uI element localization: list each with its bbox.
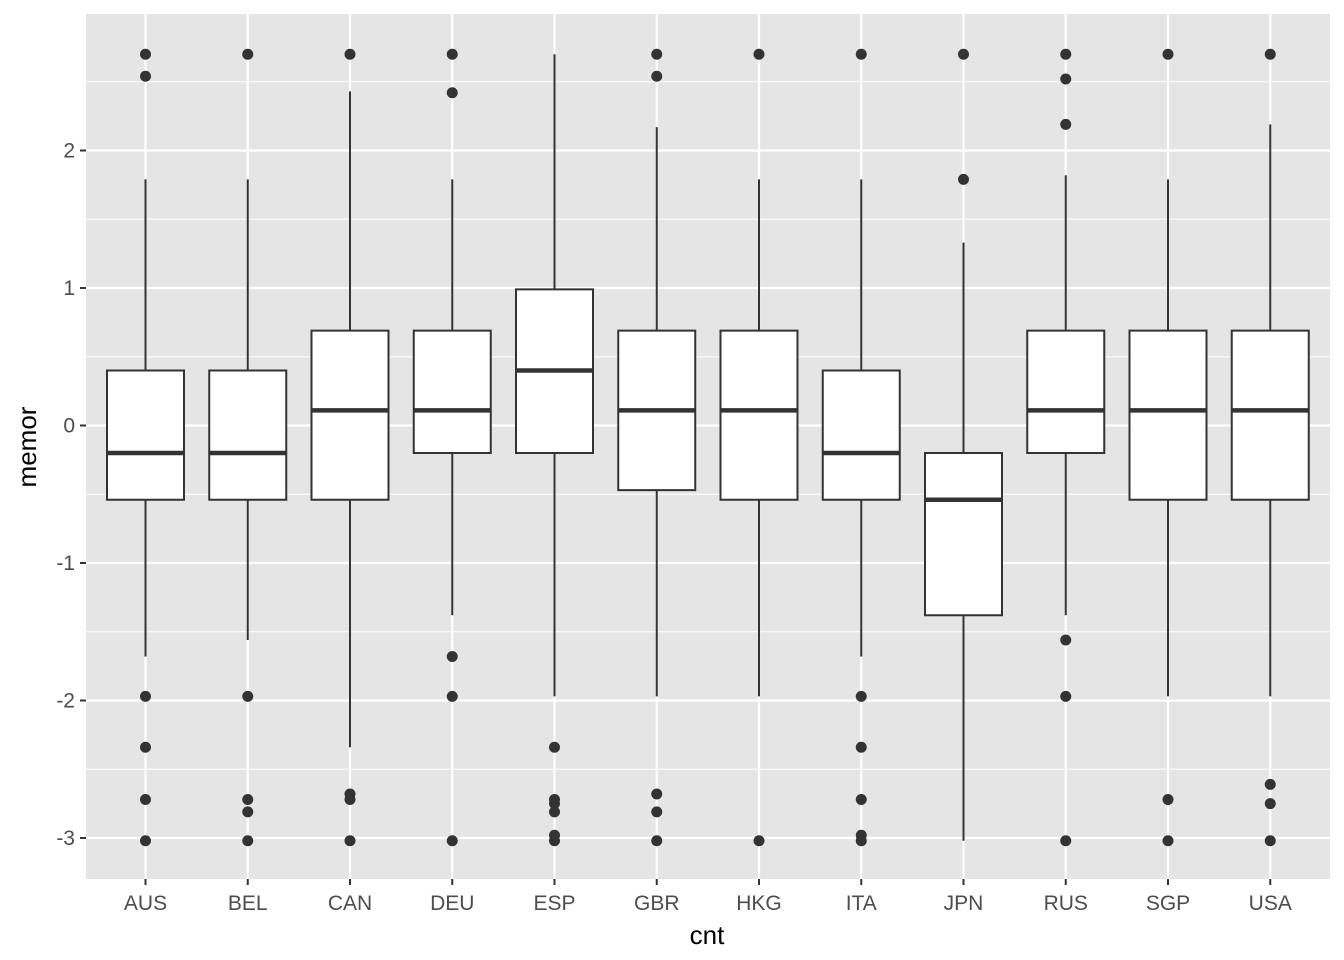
outlier-point [344,48,356,60]
box-group [924,48,1003,841]
box-group [617,48,697,847]
y-tick-label: 0 [63,415,75,438]
outlier-point [651,788,663,800]
y-axis-title: memor [12,406,42,487]
outlier-point [242,794,254,805]
outlier-point [1264,835,1276,847]
x-tick-label: ITA [846,892,877,915]
outlier-point [1264,778,1276,790]
x-tick-label: DEU [430,892,474,915]
outlier-point [140,70,151,82]
y-tick-label: 2 [63,140,75,163]
x-tick-label: SGP [1146,892,1190,915]
outlier-point [855,690,867,702]
box-group [821,48,901,847]
box-group [719,48,799,847]
outlier-point [1264,798,1276,810]
outlier-point [446,87,458,99]
outlier-point [344,835,356,847]
box-group [1128,48,1208,847]
outlier-point [855,835,867,847]
iqr-box [1128,329,1208,501]
y-tick-label: -3 [56,827,75,850]
x-tick-label: RUS [1044,892,1088,915]
outlier-point [446,48,458,60]
outlier-point [446,835,458,847]
box-group [1026,48,1106,847]
outlier-point [446,651,458,662]
x-tick-label: ESP [533,892,575,915]
iqr-box [719,329,799,501]
iqr-box [412,329,492,454]
outlier-point [344,794,356,805]
outlier-point [1162,835,1174,847]
outlier-point [1060,835,1072,847]
outlier-point [1060,48,1072,60]
outlier-point [1060,634,1072,646]
x-tick-label: AUS [124,892,167,915]
outlier-point [651,70,663,82]
outlier-point [140,741,151,753]
outlier-point [651,835,663,847]
outlier-point [140,48,151,60]
outlier-point [242,690,254,702]
outlier-point [753,835,765,847]
box-group [310,48,390,847]
x-tick-label: GBR [634,892,680,915]
y-tick-label: -1 [56,552,75,575]
outlier-point [140,835,151,847]
y-axis: -3 -2 -1 0 1 2 [56,140,86,850]
outlier-point [651,806,663,818]
plot-panel [86,14,1330,879]
outlier-point [958,48,969,60]
outlier-point [549,806,560,818]
boxes [106,48,1310,847]
outlier-point [1060,73,1072,85]
box-group [208,48,288,847]
y-tick-label: 1 [63,277,75,300]
outlier-point [651,48,663,60]
outlier-point [242,835,254,847]
x-axis-title: cnt [690,920,725,950]
outlier-point [140,690,151,702]
outlier-point [549,835,560,847]
iqr-box [1026,329,1106,454]
x-tick-label: USA [1249,892,1292,915]
outlier-point [549,798,560,810]
outlier-point [1060,118,1072,130]
outlier-point [855,794,867,805]
outlier-point [549,741,560,753]
outlier-point [1162,48,1174,60]
iqr-box [208,369,288,501]
x-tick-label: JPN [944,892,984,915]
box-group [1230,48,1310,847]
x-axis: AUS BEL CAN DEU ESP GBR HKG ITA JPN RUS SGP USA [124,879,1292,915]
x-tick-label: BEL [228,892,268,915]
outlier-point [855,48,867,60]
iqr-box [924,452,1003,617]
x-tick-label: HKG [736,892,782,915]
outlier-point [1060,690,1072,702]
iqr-box [310,329,390,501]
outlier-point [958,173,969,185]
outlier-point [242,48,254,60]
outlier-point [446,690,458,702]
y-tick-label: -2 [56,690,75,713]
outlier-point [140,794,151,805]
outlier-point [753,48,765,60]
iqr-box [1230,329,1310,501]
iqr-box [106,369,185,501]
outlier-point [855,741,867,753]
box-group [106,48,185,847]
box-group [515,54,594,847]
outlier-point [1264,48,1276,60]
outlier-point [242,806,254,818]
iqr-box [821,369,901,501]
outlier-point [1162,794,1174,805]
box-group [412,48,492,847]
x-tick-label: CAN [328,892,372,915]
